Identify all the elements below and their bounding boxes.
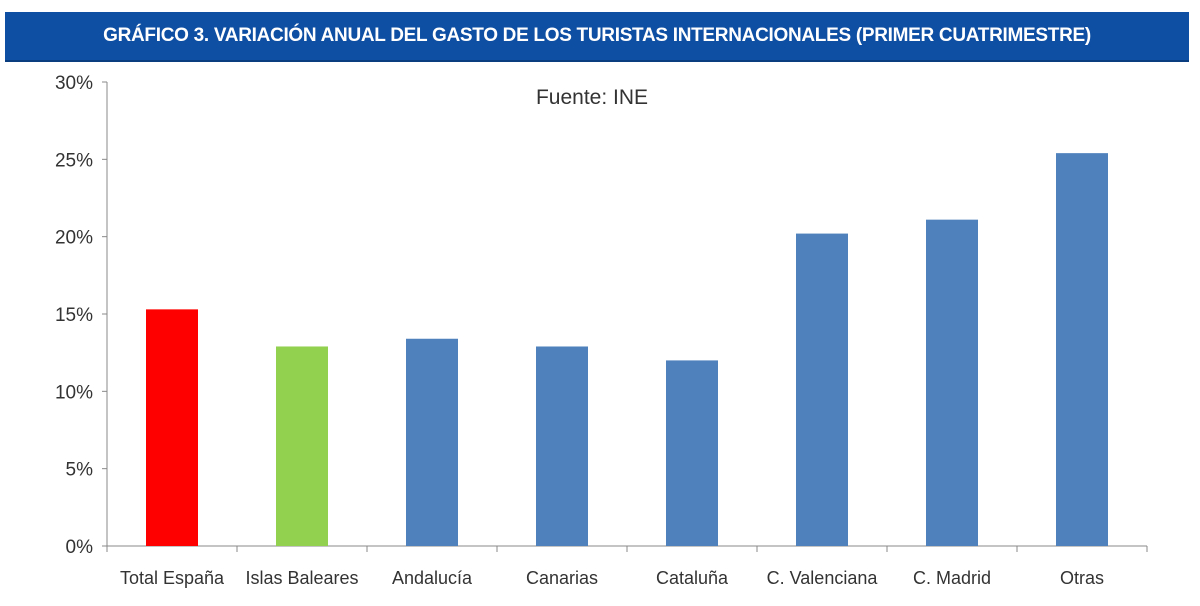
y-tick-label: 5% [66,460,94,481]
bar-andaluc-a [406,338,458,546]
bar-catalu-a [666,360,718,546]
y-tick-label: 15% [55,305,93,326]
bar-canarias [536,346,588,546]
bar-c-madrid [926,219,978,547]
y-tick-label: 0% [66,537,94,558]
bar-total-espa-a [146,309,198,546]
x-tick-label: Andalucía [392,568,473,588]
x-tick-label: C. Valenciana [767,568,879,588]
bar-otras [1056,153,1108,546]
x-tick-label: C. Madrid [913,568,991,588]
chart-source: Fuente: INE [536,86,648,109]
bar-islas-baleares [276,346,328,546]
x-tick-label: Canarias [526,568,598,588]
y-tick-label: 25% [55,150,93,171]
y-tick-label: 10% [55,382,93,403]
x-tick-label: Cataluña [656,568,729,588]
y-tick-label: 30% [55,73,93,94]
chart-title: GRÁFICO 3. VARIACIÓN ANUAL DEL GASTO DE … [5,12,1189,62]
x-tick-label: Total España [120,568,225,588]
y-tick-label: 20% [55,228,93,249]
bar-c-valenciana [796,233,848,546]
x-tick-label: Islas Baleares [245,568,358,588]
x-tick-label: Otras [1060,568,1104,588]
